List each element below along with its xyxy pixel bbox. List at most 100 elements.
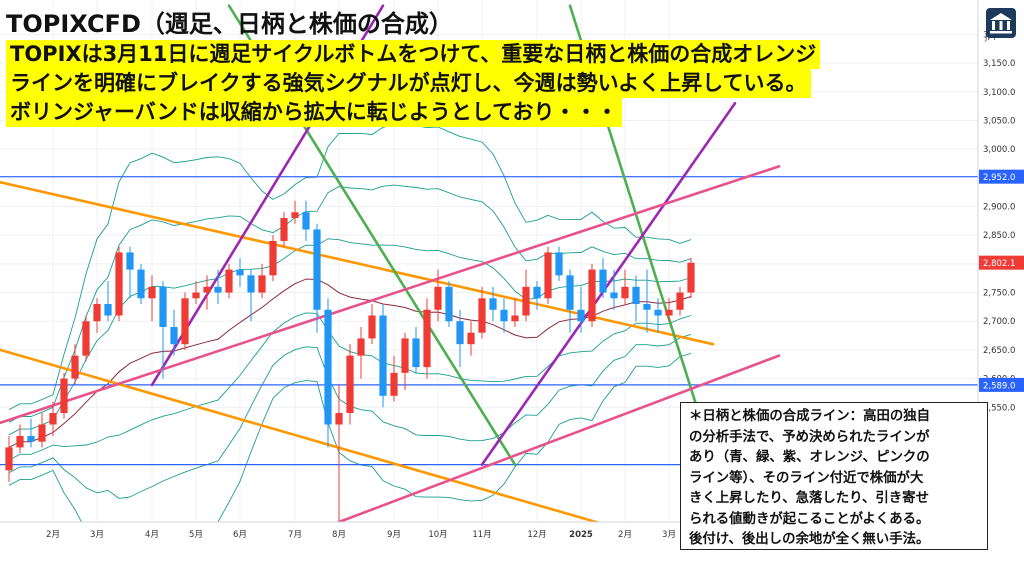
candle-body: [610, 292, 618, 299]
bollinger-middle-line: [8, 278, 692, 448]
candle-body: [335, 413, 343, 425]
candle-body: [357, 338, 365, 356]
level-price-tag: [979, 377, 1024, 392]
candle-body: [500, 309, 508, 322]
candle-down: [247, 269, 255, 322]
candle-body: [71, 355, 79, 379]
candle-up: [544, 246, 552, 305]
candle-down: [500, 298, 508, 333]
candle-down: [126, 246, 134, 299]
bollinger-upper-3sigma: [8, 124, 692, 410]
note-line-3: あり（青、緑、紫、オレンジ、ピンクの: [689, 450, 930, 465]
page-title: TOPIXCFD（週足、日柄と株価の合成）: [6, 10, 453, 38]
candle-up: [280, 212, 288, 247]
candle-body: [27, 435, 35, 442]
candle-up: [192, 281, 200, 305]
candle-body: [236, 269, 244, 276]
candle-body: [291, 212, 299, 218]
candle-body: [533, 286, 541, 299]
candle-down: [456, 309, 464, 368]
candle-up: [71, 344, 79, 385]
candle-body: [643, 304, 651, 310]
time-tick-label: 2月: [618, 530, 632, 540]
candle-body: [148, 286, 156, 299]
candle-body: [687, 262, 695, 293]
candle-body: [522, 286, 530, 316]
note-line-6: られる値動きが起こることがよくある。: [689, 511, 930, 527]
candle-down: [324, 298, 332, 448]
candle-body: [401, 338, 409, 373]
price-tick-label: 2,650.0: [983, 346, 1015, 356]
time-tick-label: 2025: [569, 530, 593, 540]
candle-body: [346, 355, 354, 414]
candle-up: [291, 200, 299, 224]
candle-up: [665, 298, 673, 322]
candle-body: [588, 269, 596, 322]
candle-down: [104, 281, 112, 322]
candle-up: [390, 355, 398, 402]
commentary-banner: TOPIXは3月11日に週足サイクルボトムをつけて、重要な日柄と株価の合成オレン…: [6, 40, 996, 127]
candle-up: [225, 263, 233, 299]
last-price-tag: [979, 255, 1024, 270]
candle-down: [137, 263, 145, 305]
time-tick-label: 2月: [46, 530, 60, 540]
candle-body: [423, 309, 431, 368]
candle-body: [203, 286, 211, 293]
candle-body: [445, 286, 453, 322]
time-tick-label: 11月: [472, 530, 491, 540]
pink-composite-line: [337, 354, 781, 522]
candle-body: [467, 332, 475, 345]
candle-body: [137, 269, 145, 299]
note-line-2: の分析手法で、予め決められたラインが: [689, 429, 930, 445]
candle-body: [621, 286, 629, 299]
candle-up: [335, 384, 343, 522]
candle-body: [489, 298, 497, 310]
candle-body: [313, 229, 321, 310]
candle-down: [555, 246, 563, 282]
price-tick-label: 2,700.0: [983, 317, 1015, 327]
candle-down: [445, 281, 453, 327]
price-tick-label: 3,000.0: [983, 145, 1015, 155]
candle-down: [379, 304, 387, 408]
note-line-4: ライン等）、そのライン付近で株価が大: [689, 470, 924, 486]
candle-up: [357, 326, 365, 379]
time-tick-label: 4月: [145, 530, 159, 540]
candle-up: [82, 315, 90, 362]
candle-up: [181, 292, 189, 350]
candle-body: [93, 304, 101, 322]
candle-up: [522, 269, 530, 322]
candle-body: [599, 269, 607, 293]
price-tick-label: 3,100.0: [983, 88, 1015, 98]
candle-up: [269, 235, 277, 282]
candle-up: [434, 269, 442, 322]
note-line-1: ＊日柄と株価の合成ライン：高田の独自: [689, 409, 931, 424]
candle-up: [148, 275, 156, 322]
candle-body: [434, 286, 442, 310]
candle-body: [478, 298, 486, 333]
candle-down: [302, 200, 310, 241]
candle-up: [258, 263, 266, 299]
candle-up: [93, 298, 101, 333]
candle-body: [379, 315, 387, 396]
candle-up: [346, 344, 354, 425]
candle-body: [280, 217, 288, 241]
time-tick-label: 3月: [662, 530, 676, 540]
note-line-5: きく上昇したり、急落したり、引き寄せ: [689, 491, 929, 506]
candle-body: [258, 275, 266, 293]
time-tick-label: 6月: [233, 530, 247, 540]
banner-line-3: ボリンジャーバンドは収縮から拡大に転じようとしており・・・: [6, 98, 622, 127]
candle-down: [566, 269, 574, 333]
candle-down: [214, 269, 222, 305]
candle-body: [665, 309, 673, 316]
candle-down: [577, 286, 585, 333]
price-tick-label: 3,050.0: [983, 116, 1015, 126]
candle-body: [511, 315, 519, 322]
purple-composite-line: [480, 101, 737, 466]
candle-body: [126, 252, 134, 270]
plot-area: [0, 4, 978, 522]
candle-body: [16, 435, 24, 448]
candle-body: [181, 298, 189, 345]
candle-up: [16, 424, 24, 454]
candle-down: [27, 418, 35, 448]
